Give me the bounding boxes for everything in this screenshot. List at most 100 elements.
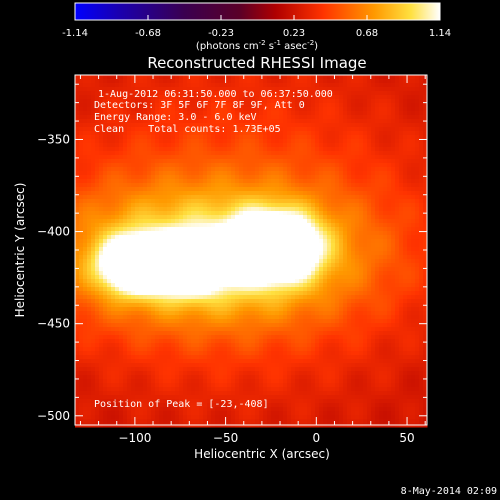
heatmap-cell bbox=[367, 119, 372, 124]
heatmap-cell bbox=[275, 179, 280, 184]
heatmap-cell bbox=[327, 111, 332, 116]
heatmap-cell bbox=[135, 115, 140, 120]
heatmap-cell bbox=[227, 279, 232, 284]
heatmap-cell bbox=[239, 103, 244, 108]
heatmap-cell bbox=[339, 171, 344, 176]
heatmap-cell bbox=[379, 279, 384, 284]
heatmap-cell bbox=[167, 175, 172, 180]
heatmap-cell bbox=[327, 259, 332, 264]
heatmap-cell bbox=[123, 271, 128, 276]
heatmap-cell bbox=[207, 187, 212, 192]
heatmap-cell bbox=[207, 167, 212, 172]
heatmap-cell bbox=[243, 243, 248, 248]
heatmap-cell bbox=[207, 283, 212, 288]
heatmap-cell bbox=[91, 279, 96, 284]
heatmap-cell bbox=[351, 279, 356, 284]
heatmap-cell bbox=[175, 155, 180, 160]
heatmap-cell bbox=[299, 191, 304, 196]
heatmap-cell bbox=[311, 127, 316, 132]
heatmap-cell bbox=[391, 99, 396, 104]
heatmap-cell bbox=[319, 143, 324, 148]
heatmap-cell bbox=[367, 255, 372, 260]
heatmap-cell bbox=[335, 227, 340, 232]
heatmap-cell bbox=[235, 199, 240, 204]
heatmap-cell bbox=[259, 191, 264, 196]
heatmap-cell bbox=[127, 235, 132, 240]
heatmap-cell bbox=[291, 79, 296, 84]
heatmap-cell bbox=[163, 87, 168, 92]
heatmap-cell bbox=[383, 87, 388, 92]
heatmap-cell bbox=[247, 299, 252, 304]
heatmap-cell bbox=[123, 131, 128, 136]
heatmap-cell bbox=[195, 195, 200, 200]
heatmap-cell bbox=[163, 275, 168, 280]
heatmap-cell bbox=[307, 139, 312, 144]
heatmap-cell bbox=[103, 295, 108, 300]
heatmap-cell bbox=[235, 275, 240, 280]
heatmap-cell bbox=[343, 279, 348, 284]
heatmap-cell bbox=[287, 207, 292, 212]
heatmap-cell bbox=[91, 255, 96, 260]
heatmap-cell bbox=[387, 235, 392, 240]
heatmap-cell bbox=[355, 287, 360, 292]
heatmap-cell bbox=[87, 99, 92, 104]
heatmap-cell bbox=[343, 171, 348, 176]
heatmap-cell bbox=[271, 119, 276, 124]
heatmap-cell bbox=[275, 127, 280, 132]
heatmap-cell bbox=[415, 79, 420, 84]
heatmap-cell bbox=[315, 155, 320, 160]
heatmap-cell bbox=[267, 139, 272, 144]
heatmap-cell bbox=[295, 259, 300, 264]
heatmap-cell bbox=[87, 115, 92, 120]
heatmap-cell bbox=[103, 151, 108, 156]
heatmap-cell bbox=[111, 179, 116, 184]
heatmap-cell bbox=[267, 243, 272, 248]
heatmap-cell bbox=[419, 227, 424, 232]
heatmap-cell bbox=[307, 87, 312, 92]
heatmap-cell bbox=[247, 95, 252, 100]
heatmap-cell bbox=[275, 191, 280, 196]
heatmap-cell bbox=[411, 219, 416, 224]
heatmap-cell bbox=[103, 95, 108, 100]
heatmap-cell bbox=[343, 179, 348, 184]
heatmap-cell bbox=[295, 263, 300, 268]
heatmap-cell bbox=[243, 79, 248, 84]
heatmap-cell bbox=[331, 115, 336, 120]
heatmap-cell bbox=[219, 115, 224, 120]
heatmap-cell bbox=[315, 275, 320, 280]
heatmap-cell bbox=[407, 175, 412, 180]
heatmap-cell bbox=[175, 251, 180, 256]
heatmap-cell bbox=[103, 115, 108, 120]
heatmap-cell bbox=[111, 231, 116, 236]
heatmap-cell bbox=[275, 75, 280, 80]
heatmap-cell bbox=[235, 287, 240, 292]
heatmap-cell bbox=[315, 91, 320, 96]
heatmap-cell bbox=[319, 87, 324, 92]
heatmap-cell bbox=[87, 171, 92, 176]
heatmap-cell bbox=[271, 191, 276, 196]
heatmap-cell bbox=[139, 163, 144, 168]
heatmap-cell bbox=[103, 179, 108, 184]
heatmap-cell bbox=[247, 147, 252, 152]
heatmap-cell bbox=[319, 199, 324, 204]
heatmap-cell bbox=[303, 91, 308, 96]
heatmap-cell bbox=[107, 191, 112, 196]
heatmap-cell bbox=[303, 83, 308, 88]
heatmap-cell bbox=[119, 191, 124, 196]
heatmap-cell bbox=[155, 219, 160, 224]
heatmap-cell bbox=[339, 131, 344, 136]
heatmap-cell bbox=[379, 195, 384, 200]
heatmap-cell bbox=[255, 115, 260, 120]
heatmap-cell bbox=[219, 95, 224, 100]
heatmap-cell bbox=[119, 103, 124, 108]
heatmap-cell bbox=[259, 271, 264, 276]
heatmap-cell bbox=[399, 259, 404, 264]
heatmap-cell bbox=[275, 83, 280, 88]
heatmap-cell bbox=[391, 123, 396, 128]
heatmap-cell bbox=[339, 275, 344, 280]
heatmap-cell bbox=[211, 87, 216, 92]
heatmap-cell bbox=[387, 187, 392, 192]
heatmap-cell bbox=[271, 295, 276, 300]
heatmap-cell bbox=[423, 159, 428, 164]
heatmap-cell bbox=[371, 115, 376, 120]
